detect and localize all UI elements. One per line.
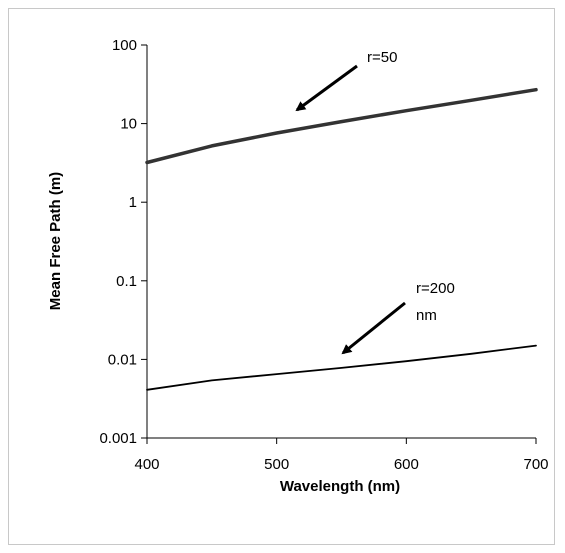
x-tick-label: 400: [134, 456, 159, 473]
y-tick-label: 0.001: [99, 430, 137, 447]
chart-frame: [8, 8, 555, 545]
y-tick-label: 0.1: [116, 273, 137, 290]
y-tick-label: 1: [129, 194, 137, 211]
annotation-r200-label: r=200: [416, 280, 455, 297]
annotation-r50-arrow: [295, 64, 358, 112]
x-tick-label: 600: [394, 456, 419, 473]
series-line-1: [145, 87, 538, 165]
x-tick-label: 500: [264, 456, 289, 473]
y-tick-label: 100: [112, 37, 137, 54]
x-tick-label: 700: [523, 456, 548, 473]
y-tick-label: 10: [120, 116, 137, 133]
annotation-r50-label: r=50: [367, 49, 397, 66]
series-line-2: [146, 344, 537, 391]
y-tick-label: 0.01: [108, 351, 137, 368]
annotation-r200-unit: nm: [416, 307, 437, 324]
y-axis-title: Mean Free Path (m): [47, 172, 64, 310]
x-axis-title: Wavelength (nm): [280, 478, 400, 495]
annotation-r200-arrow: [341, 301, 406, 355]
